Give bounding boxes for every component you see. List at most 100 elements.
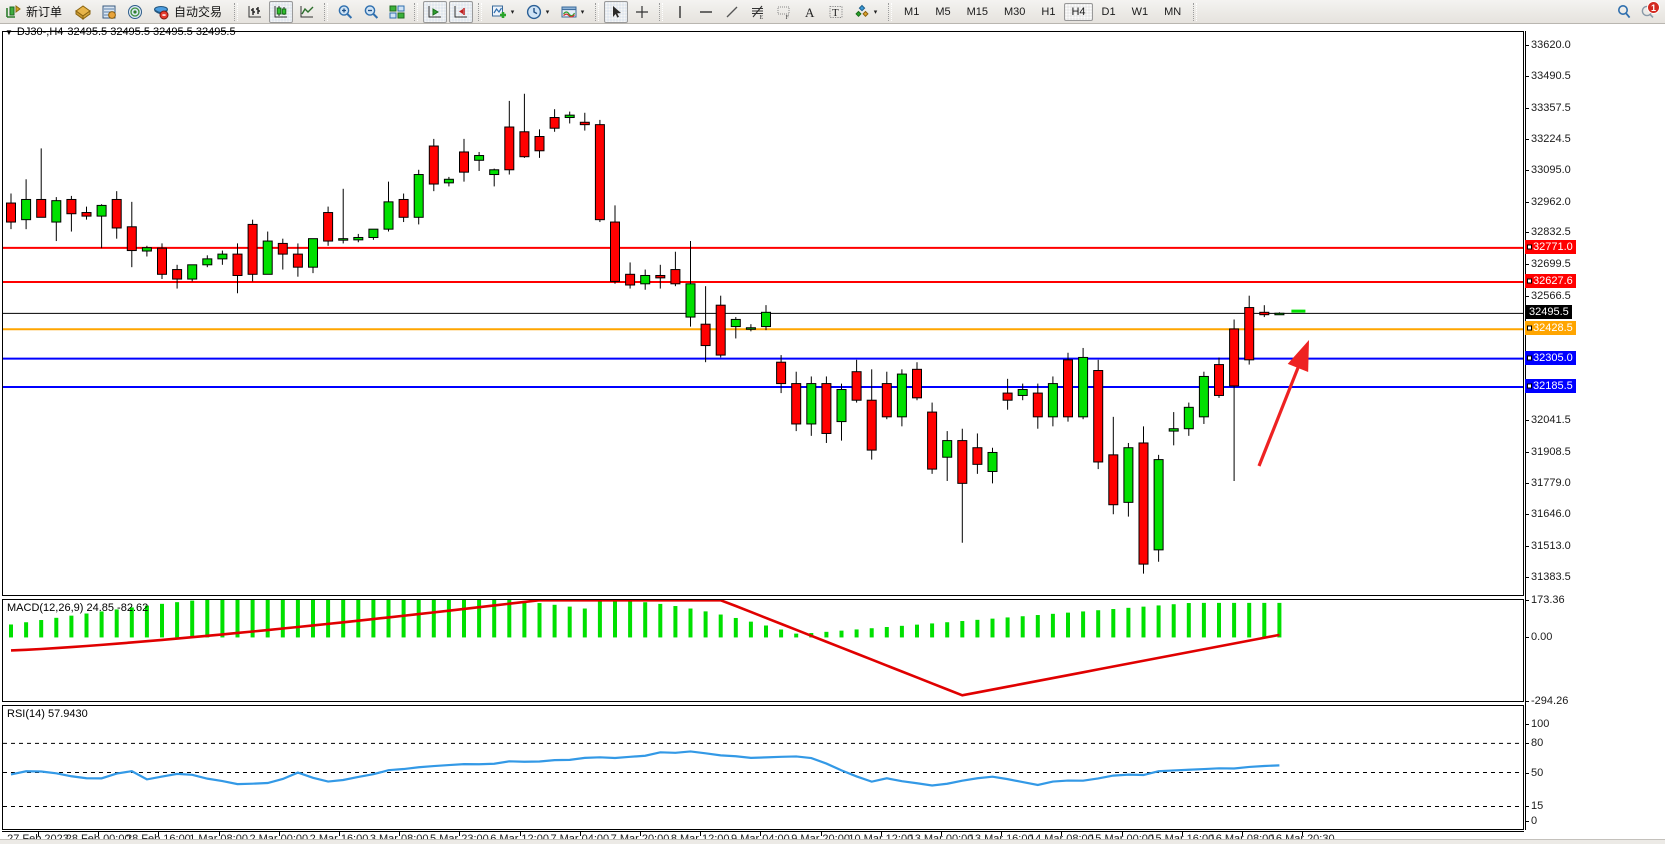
candle: [127, 202, 136, 267]
pivot-line-tag[interactable]: 32428.5: [1525, 321, 1576, 335]
magnifier-icon[interactable]: [1615, 3, 1633, 21]
price-tick-label: 32566.5: [1531, 290, 1571, 302]
macd-histogram-bar: [704, 611, 708, 637]
candle: [218, 251, 227, 265]
price-tick-label: 31513.0: [1531, 540, 1571, 552]
candle: [1003, 379, 1012, 410]
candle: [973, 433, 982, 473]
chevron-down-icon[interactable]: ▾: [871, 3, 880, 21]
zoom-in-button[interactable]: [333, 1, 357, 23]
drag-handle[interactable]: [1527, 355, 1532, 360]
resistance-line-tag-1[interactable]: 32771.0: [1525, 240, 1576, 254]
candle: [263, 232, 272, 275]
candle: [354, 234, 363, 242]
line-chart-button[interactable]: [295, 1, 319, 23]
crosshair-button[interactable]: [630, 1, 654, 23]
macd-histogram-bar: [417, 600, 421, 637]
candle: [248, 220, 257, 282]
navigator-button[interactable]: [123, 1, 147, 23]
resistance-line-tag-2[interactable]: 32627.6: [1525, 274, 1576, 288]
text-button[interactable]: A: [798, 1, 822, 23]
macd-panel[interactable]: MACD(12,26,9) 24.85 -82.62: [2, 599, 1524, 702]
equidistant-channel-button[interactable]: F: [772, 1, 796, 23]
tile-windows-button[interactable]: [385, 1, 409, 23]
candle: [52, 197, 61, 241]
macd-histogram-bar: [1262, 603, 1266, 638]
macd-histogram-bar: [1126, 608, 1130, 638]
chevron-down-icon[interactable]: ▾: [578, 3, 587, 21]
macd-histogram-bar: [613, 600, 617, 637]
candle: [535, 129, 544, 158]
price-scale-axis: [1525, 31, 1526, 830]
macd-histogram-bar: [1277, 603, 1281, 638]
timeframe-button-m30[interactable]: M30: [997, 3, 1032, 21]
fibonacci-button[interactable]: E: [746, 1, 770, 23]
timeframe-button-m15[interactable]: M15: [960, 3, 995, 21]
candlestick-chart-button[interactable]: [269, 1, 293, 23]
timeframe-button-h1[interactable]: H1: [1034, 3, 1062, 21]
indicators-button[interactable]: ▾: [487, 1, 520, 23]
timeframe-button-w1[interactable]: W1: [1125, 3, 1156, 21]
price-tag-value: 32771.0: [1533, 241, 1573, 253]
shapes-button[interactable]: ▾: [850, 1, 883, 23]
rsi-tick-label: 80: [1531, 737, 1543, 749]
notification-icon[interactable]: 1: [1639, 3, 1657, 21]
templates-button[interactable]: ▾: [557, 1, 590, 23]
text-label-button[interactable]: T: [824, 1, 848, 23]
macd-histogram-bar: [945, 622, 949, 637]
candle: [1094, 360, 1103, 469]
last-price-tag[interactable]: 32495.5: [1525, 305, 1572, 319]
candle: [792, 372, 801, 431]
drag-handle[interactable]: [1527, 384, 1532, 389]
candle: [550, 109, 559, 132]
rsi-panel[interactable]: RSI(14) 57.9430: [2, 705, 1524, 830]
periods-button[interactable]: ▾: [522, 1, 555, 23]
macd-histogram-bar: [1081, 611, 1085, 637]
toolbar-separator: [659, 3, 663, 21]
timeframe-button-mn[interactable]: MN: [1157, 3, 1188, 21]
price-panel[interactable]: [2, 31, 1524, 596]
zoom-out-button[interactable]: [359, 1, 383, 23]
timeframe-button-d1[interactable]: D1: [1095, 3, 1123, 21]
trendline-button[interactable]: [720, 1, 744, 23]
horizontal-line-button[interactable]: [694, 1, 718, 23]
drag-handle[interactable]: [1527, 279, 1532, 284]
drag-handle[interactable]: [1527, 244, 1532, 249]
vertical-line-button[interactable]: [668, 1, 692, 23]
candle: [1079, 348, 1088, 419]
indicators-icon: [490, 3, 508, 21]
support-line-tag-2[interactable]: 32185.5: [1525, 379, 1576, 393]
fibonacci-icon: E: [749, 3, 767, 21]
candle: [1109, 417, 1118, 514]
timeframe-button-m1[interactable]: M1: [897, 3, 926, 21]
timeframe-button-h4[interactable]: H4: [1064, 3, 1092, 21]
support-line-tag-1[interactable]: 32305.0: [1525, 351, 1576, 365]
status-bar: [0, 839, 1665, 844]
autotrading-button[interactable]: 自动交易: [149, 1, 229, 23]
price-tick-label: 33357.5: [1531, 102, 1571, 114]
expert-advisors-button[interactable]: [71, 1, 95, 23]
new-order-button[interactable]: 新订单: [1, 1, 69, 23]
macd-tick-label: 173.36: [1531, 594, 1565, 606]
candle: [414, 170, 423, 225]
macd-histogram-bar: [24, 622, 28, 637]
auto-scroll-button[interactable]: [423, 1, 447, 23]
drag-handle[interactable]: [1527, 326, 1532, 331]
bar-chart-button[interactable]: [243, 1, 267, 23]
triangle-down-icon[interactable]: ▼: [5, 28, 13, 37]
data-window-button[interactable]: [97, 1, 121, 23]
cursor-button[interactable]: [604, 1, 628, 23]
chart-shift-button[interactable]: [449, 1, 473, 23]
candle: [943, 431, 952, 481]
macd-label: MACD(12,26,9) 24.85 -82.62: [7, 602, 148, 614]
candle: [731, 317, 740, 338]
price-tag-value: 32185.5: [1533, 380, 1573, 392]
chevron-down-icon[interactable]: ▾: [508, 3, 517, 21]
price-tick-label: 32699.5: [1531, 258, 1571, 270]
candle: [82, 207, 91, 220]
timeframe-button-m5[interactable]: M5: [928, 3, 957, 21]
macd-histogram-bar: [658, 604, 662, 638]
chevron-down-icon[interactable]: ▾: [543, 3, 552, 21]
candle: [1139, 426, 1148, 573]
